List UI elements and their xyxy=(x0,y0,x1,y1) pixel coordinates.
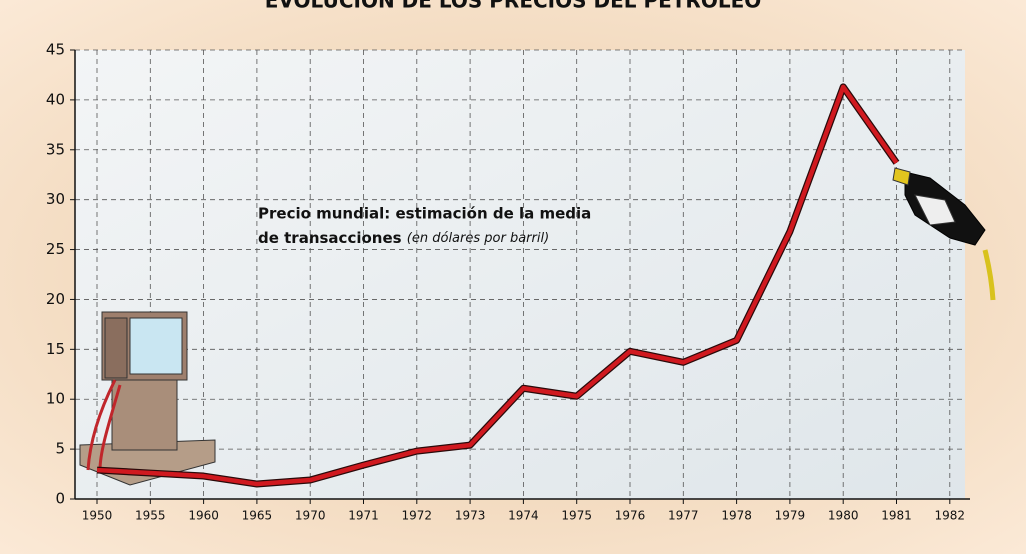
annotation-line1: Precio mundial: estimación de la media xyxy=(258,205,591,223)
series xyxy=(96,83,900,488)
annotation-line2: de transacciones xyxy=(258,229,402,247)
x-tick-label: 1960 xyxy=(188,509,219,523)
x-tick-label: 1981 xyxy=(881,509,912,523)
annotation-note: (en dólares por barril) xyxy=(407,231,549,246)
y-tick-label: 5 xyxy=(55,440,65,458)
y-tick-label: 15 xyxy=(46,340,65,358)
x-tick-label: 1975 xyxy=(561,509,592,523)
x-tick-label: 1950 xyxy=(82,509,113,523)
x-tick-label: 1976 xyxy=(615,509,646,523)
x-tick-label: 1971 xyxy=(348,509,379,523)
line xyxy=(96,84,899,487)
y-tick-label: 40 xyxy=(46,90,65,108)
y-tick-label: 0 xyxy=(55,490,65,508)
y-tick-label: 10 xyxy=(46,390,65,408)
y-tick-label: 30 xyxy=(46,190,65,208)
x-tick-label: 1978 xyxy=(721,509,752,523)
plot-area xyxy=(75,50,965,499)
nozzle-illustration xyxy=(892,167,996,301)
x-tick-label: 1955 xyxy=(135,509,166,523)
y-tick-label: 35 xyxy=(46,140,65,158)
x-tick-label: 1980 xyxy=(828,509,859,523)
y-tick-label: 25 xyxy=(46,240,65,258)
x-tick-label: 1972 xyxy=(402,509,433,523)
x-tick-label: 1973 xyxy=(455,509,486,523)
x-tick-label: 1979 xyxy=(775,509,806,523)
x-tick-label: 1970 xyxy=(295,509,326,523)
x-tick-label: 1965 xyxy=(242,509,273,523)
x-tick-label: 1977 xyxy=(668,509,699,523)
chart-title: EVOLUCIÓN DE LOS PRECIOS DEL PETRÓLEO xyxy=(265,0,761,13)
x-tick-label: 1982 xyxy=(935,509,966,523)
y-tick-label: 45 xyxy=(46,41,65,59)
x-tick-label: 1974 xyxy=(508,509,539,523)
y-tick-label: 20 xyxy=(46,290,65,308)
annotation: de transacciones (en dólares por barril) xyxy=(258,229,549,247)
